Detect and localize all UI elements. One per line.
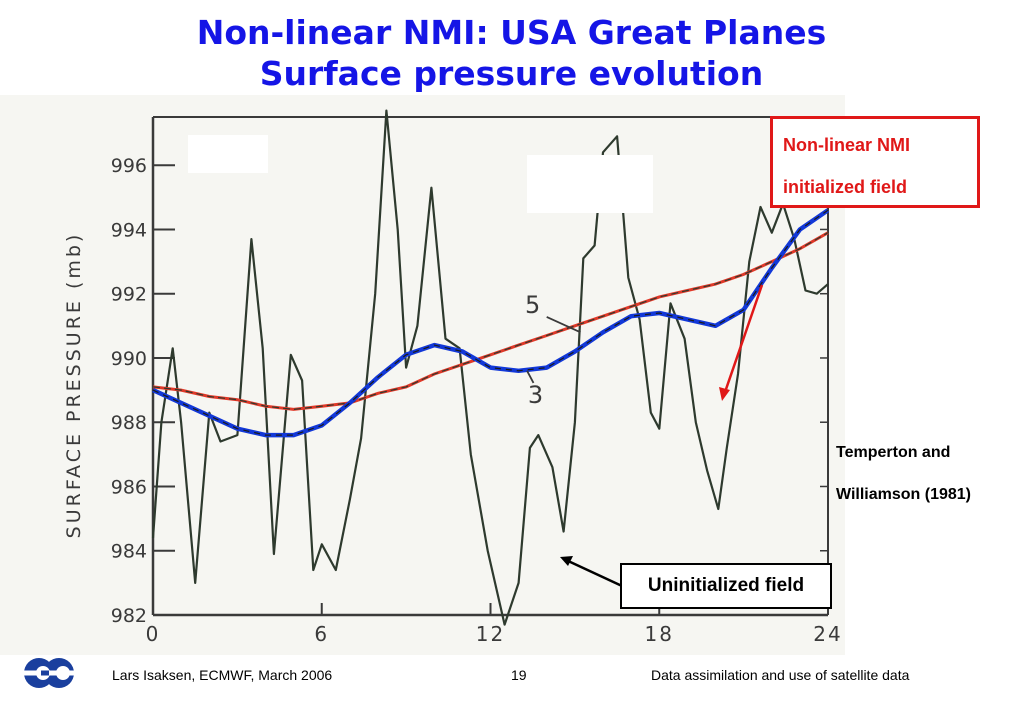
y-tick-label: 984 [111,541,147,563]
series-label-pointer [546,316,581,334]
x-tick-label: 18 [645,622,674,646]
y-tick-label: 996 [111,155,147,177]
nmi-5-series-dash [152,232,829,411]
x-tick-label: 12 [476,622,505,646]
y-tick-label: 992 [111,284,147,306]
chart-annotations: 53 [525,291,581,409]
uninitialized-series-line [151,109,829,626]
chart-background [0,95,845,655]
nmi-callout-line1: Non-linear NMI [783,135,911,155]
axis-ticks: 982 984 986 988 990 992 994 996 0 6 12 18 24 [111,155,842,646]
x-tick-label: 24 [813,622,842,646]
y-axis-label: SURFACE PRESSURE (mb) [63,232,85,539]
footer-course: Data assimilation and use of satellite d… [651,667,910,683]
nmi-3-series-dash [152,209,829,436]
y-tick-label: 994 [111,219,147,241]
y-tick-label: 982 [111,605,147,627]
scan-mask-patch [188,135,268,173]
reference-line2: Williamson (1981) [836,486,972,503]
reference-line1: Temperton and [836,444,951,461]
slide-title-line1: Non-linear NMI: USA Great Planes [196,13,827,52]
y-tick-label: 988 [111,412,147,434]
uninitialized-callout-box: Uninitialized field [620,563,832,609]
uninit-callout-arrow [565,558,623,588]
y-tick-label: 990 [111,348,147,370]
nmi-callout-arrowhead [719,387,730,401]
footer-page-number: 19 [511,667,527,683]
series-label-3: 3 [528,381,543,409]
ecmwf-logo-icon [22,658,76,688]
uninit-callout-arrowhead [560,556,573,566]
chart-series [151,109,830,626]
slide-title-line2: Surface pressure evolution [259,54,764,93]
footer-author: Lars Isaksen, ECMWF, March 2006 [112,667,333,683]
nmi-callout-line2: initialized field [783,177,908,197]
nmi-callout-box: Non-linear NMI initialized field [770,116,980,208]
x-tick-label: 6 [314,622,329,646]
nmi-callout-arrow [722,284,764,396]
scan-mask-patch [527,155,653,213]
x-tick-label: 0 [146,622,161,646]
y-tick-label: 986 [111,476,147,498]
series-label-pointer [526,370,535,384]
series-label-5: 5 [525,291,540,319]
